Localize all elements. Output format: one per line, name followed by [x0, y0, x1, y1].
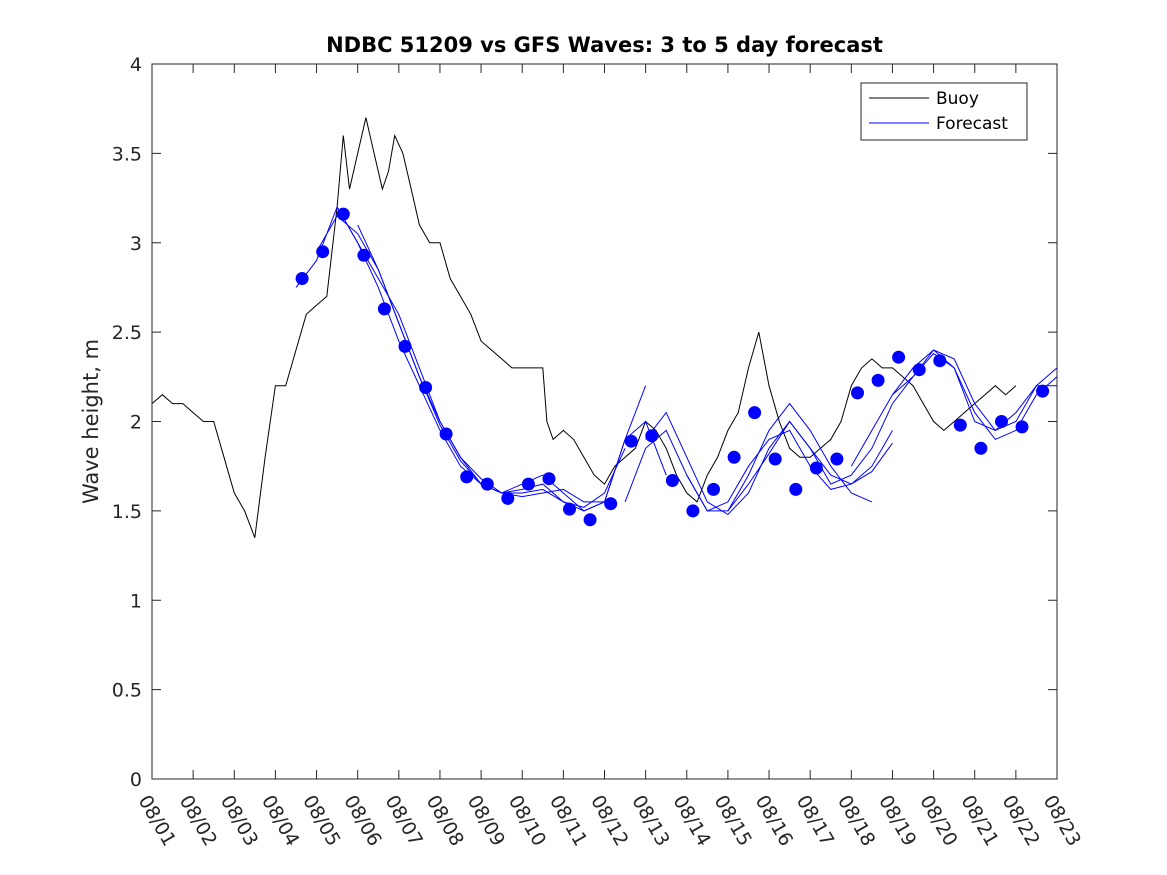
- forecast-marker: [830, 452, 844, 466]
- y-tick-label: 3: [130, 233, 142, 255]
- forecast-marker: [953, 418, 967, 432]
- y-tick-label: 1: [130, 590, 142, 612]
- forecast-marker: [501, 491, 515, 505]
- legend-label: Buoy: [936, 89, 979, 109]
- legend: Buoy Forecast: [860, 82, 1028, 141]
- forecast-marker: [604, 497, 618, 511]
- legend-box: [860, 82, 1028, 141]
- plot-content: [151, 117, 1058, 538]
- forecast-marker: [851, 386, 864, 400]
- forecast-marker: [665, 474, 679, 487]
- y-tick-label: 2: [130, 412, 142, 434]
- forecast-marker: [974, 441, 988, 455]
- forecast-marker: [1015, 420, 1029, 434]
- forecast-marker: [480, 477, 494, 491]
- legend-label: Forecast: [936, 114, 1008, 134]
- forecast-marker: [563, 502, 576, 516]
- forecast-marker: [542, 472, 556, 486]
- y-tick-label: 1.5: [112, 501, 142, 523]
- forecast-marker: [336, 207, 350, 221]
- forecast-marker: [1036, 384, 1050, 398]
- y-tick-label: 0: [130, 769, 142, 791]
- forecast-run-line-6: [645, 411, 893, 516]
- y-axis-label: Wave height, m: [79, 339, 103, 504]
- y-tick-label: 2.5: [112, 322, 142, 344]
- forecast-marker: [583, 513, 597, 527]
- plot-area: [152, 64, 1057, 779]
- forecast-marker: [809, 461, 823, 475]
- forecast-marker: [439, 427, 453, 441]
- forecast-marker: [707, 482, 720, 496]
- forecast-marker: [460, 470, 474, 484]
- forecast-marker: [686, 504, 700, 518]
- forecast-marker: [933, 354, 947, 368]
- y-tick-label: 3.5: [112, 143, 142, 165]
- forecast-marker: [768, 452, 782, 466]
- chart-title: NDBC 51209 vs GFS Waves: 3 to 5 day fore…: [326, 33, 883, 57]
- forecast-marker: [521, 477, 535, 491]
- forecast-marker: [377, 302, 391, 316]
- forecast-marker: [912, 363, 926, 377]
- forecast-marker: [645, 429, 659, 443]
- forecast-marker: [727, 450, 741, 464]
- forecast-marker: [624, 434, 638, 448]
- buoy-series-line: [151, 117, 1017, 538]
- y-tick-label: 0.5: [112, 680, 142, 702]
- forecast-marker: [748, 406, 762, 420]
- forecast-marker: [357, 248, 371, 262]
- forecast-marker: [295, 272, 309, 285]
- forecast-marker: [871, 373, 885, 387]
- y-tick-label: 4: [130, 54, 142, 76]
- forecast-marker: [316, 245, 330, 259]
- forecast-marker: [892, 350, 906, 364]
- forecast-marker: [995, 415, 1008, 428]
- forecast-marker: [789, 482, 803, 496]
- forecast-marker: [419, 381, 433, 394]
- forecast-marker: [398, 339, 412, 353]
